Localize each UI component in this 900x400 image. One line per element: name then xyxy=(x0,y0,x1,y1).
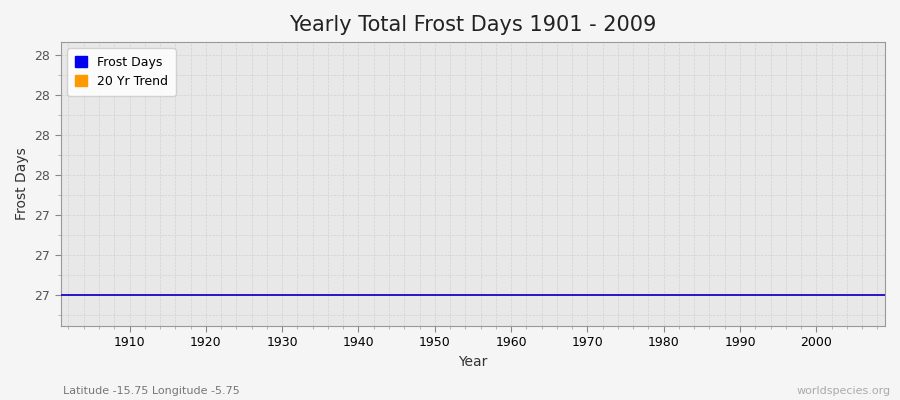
Frost Days xyxy=(56,292,67,297)
Frost Days xyxy=(330,292,341,297)
Legend: Frost Days, 20 Yr Trend: Frost Days, 20 Yr Trend xyxy=(68,48,176,96)
Frost Days xyxy=(116,292,127,297)
Frost Days xyxy=(498,292,508,297)
20 Yr Trend xyxy=(330,292,341,297)
Text: worldspecies.org: worldspecies.org xyxy=(796,386,891,396)
20 Yr Trend xyxy=(498,292,508,297)
Frost Days xyxy=(284,292,295,297)
X-axis label: Year: Year xyxy=(458,355,488,369)
Y-axis label: Frost Days: Frost Days xyxy=(15,148,29,220)
20 Yr Trend xyxy=(506,292,517,297)
Frost Days xyxy=(506,292,517,297)
Title: Yearly Total Frost Days 1901 - 2009: Yearly Total Frost Days 1901 - 2009 xyxy=(289,15,657,35)
20 Yr Trend xyxy=(284,292,295,297)
Text: Latitude -15.75 Longitude -5.75: Latitude -15.75 Longitude -5.75 xyxy=(63,386,239,396)
20 Yr Trend xyxy=(56,292,67,297)
20 Yr Trend xyxy=(598,292,608,297)
20 Yr Trend xyxy=(116,292,127,297)
20 Yr Trend xyxy=(879,292,890,297)
Frost Days xyxy=(598,292,608,297)
Frost Days xyxy=(879,292,890,297)
